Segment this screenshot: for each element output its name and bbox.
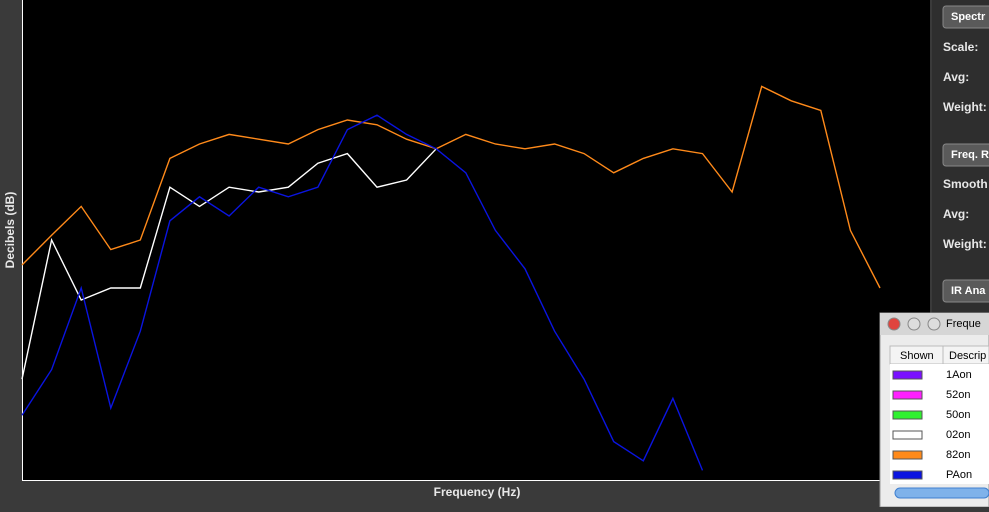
row-name: 1Aon — [946, 369, 972, 381]
close-button[interactable] — [887, 317, 901, 331]
color-swatch[interactable] — [892, 390, 923, 400]
color-swatch[interactable] — [892, 370, 923, 380]
panel-label: Avg: — [943, 70, 969, 84]
panel-button[interactable] — [942, 279, 989, 303]
legend-window: Freque Shown Descrip 1Aon 52on 50on 02on 82o… — [879, 312, 989, 508]
zoom-button[interactable] — [927, 317, 941, 331]
panel-controls: Spectr Freq. R IR Ana Scale: Avg: Weight: Smoo… — [942, 5, 989, 303]
panel-label: Smooth — [943, 177, 988, 191]
table-body — [890, 364, 989, 484]
window-title: Freque — [946, 318, 981, 330]
panel-label: Avg: — [943, 207, 969, 221]
color-swatch[interactable] — [892, 410, 923, 420]
color-swatch[interactable] — [892, 430, 923, 440]
panel-button-label: Spectr — [951, 11, 986, 23]
table-rows: 1Aon 52on 50on 02on 82on PAon — [892, 369, 972, 481]
panel-button[interactable] — [942, 143, 989, 167]
header-shown: Shown — [900, 350, 934, 362]
y-axis-label: Decibels (dB) — [3, 192, 17, 269]
minimize-button[interactable] — [907, 317, 921, 331]
row-name: 50on — [946, 409, 970, 421]
series-line — [21, 148, 437, 380]
plot — [21, 85, 881, 470]
series-line — [21, 85, 881, 289]
header-description: Descrip — [949, 350, 986, 362]
row-name: 02on — [946, 429, 970, 441]
row-name: PAon — [946, 469, 972, 481]
panel-label: Weight: — [943, 237, 987, 251]
panel-button[interactable] — [942, 5, 989, 29]
progress-bar — [894, 487, 989, 499]
panel-label: Scale: — [943, 40, 978, 54]
row-name: 82on — [946, 449, 970, 461]
row-name: 52on — [946, 389, 970, 401]
plot-area — [22, 0, 930, 480]
panel-label: Weight: — [943, 100, 987, 114]
color-swatch[interactable] — [892, 450, 923, 460]
panel-button-label: Freq. R — [951, 149, 989, 161]
x-axis-label: Frequency (Hz) — [434, 485, 521, 499]
panel-button-label: IR Ana — [951, 285, 986, 297]
color-swatch[interactable] — [892, 470, 923, 480]
